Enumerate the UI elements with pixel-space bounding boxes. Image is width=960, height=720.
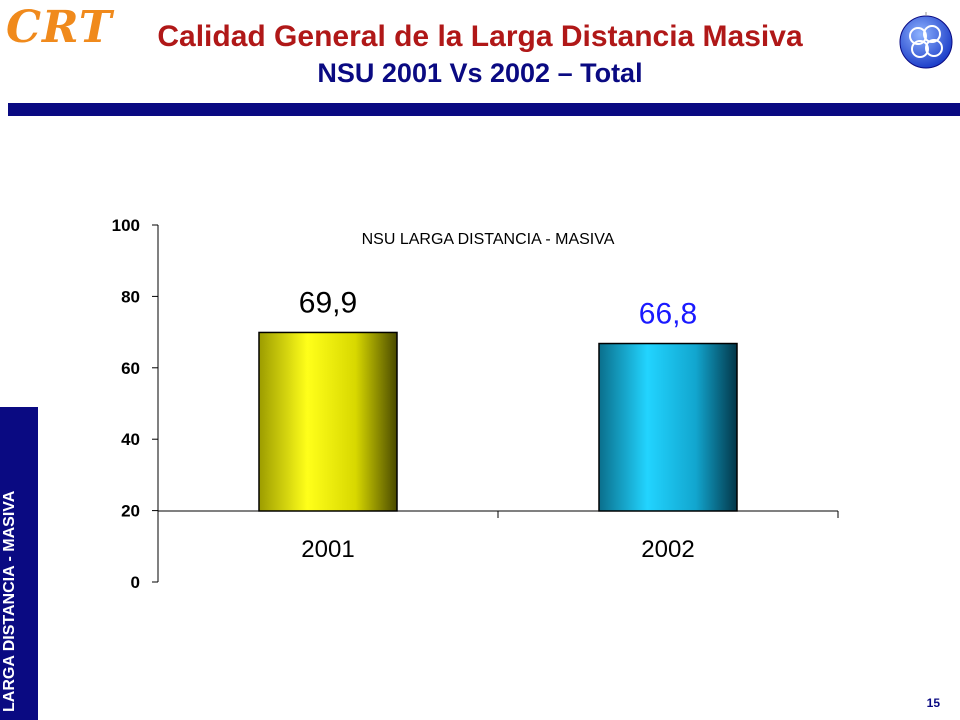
sidebar-label: LARGA DISTANCIA - MASIVA bbox=[1, 490, 18, 712]
y-tick-label: 40 bbox=[121, 430, 140, 449]
bar-2001 bbox=[258, 331, 398, 512]
chart-title: NSU LARGA DISTANCIA - MASIVA bbox=[362, 231, 615, 248]
y-tick-label: 20 bbox=[121, 502, 140, 521]
y-tick-label: 80 bbox=[121, 287, 140, 306]
data-label-2002: 66,8 bbox=[639, 298, 697, 331]
section-sidebar: LARGA DISTANCIA - MASIVA bbox=[0, 407, 38, 720]
category-label-2002: 2002 bbox=[641, 536, 694, 563]
page-subtitle: NSU 2001 Vs 2002 – Total bbox=[317, 58, 643, 88]
y-tick-label: 100 bbox=[112, 216, 140, 235]
y-tick-label: 60 bbox=[121, 359, 140, 378]
category-label-2001: 2001 bbox=[301, 536, 354, 563]
header-divider bbox=[8, 103, 960, 116]
page-title: Calidad General de la Larga Distancia Ma… bbox=[157, 20, 803, 53]
bar-2002 bbox=[598, 342, 738, 512]
data-label-2001: 69,9 bbox=[299, 286, 357, 319]
crt-logo: CRT bbox=[6, 2, 113, 53]
y-tick-label: 0 bbox=[131, 573, 140, 592]
globe-icon bbox=[899, 12, 953, 69]
page-number: 15 bbox=[926, 696, 940, 710]
